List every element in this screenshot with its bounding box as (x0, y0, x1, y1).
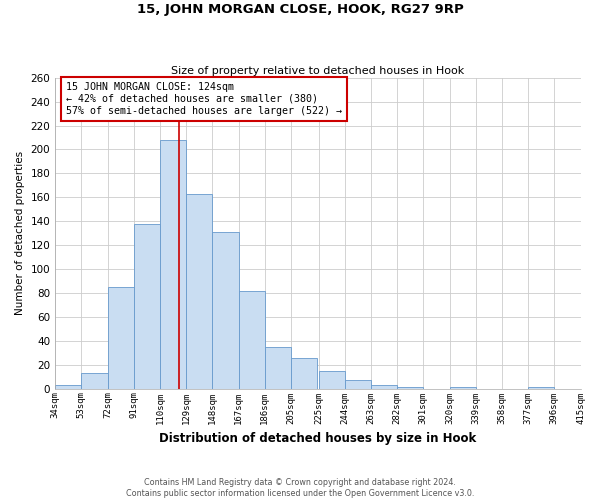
Bar (265, 347, 291, 389)
Bar (134, 224, 160, 388)
Bar (107, 287, 134, 388)
Bar (160, 140, 186, 388)
Text: 15 JOHN MORGAN CLOSE: 124sqm
← 42% of detached houses are smaller (380)
57% of s: 15 JOHN MORGAN CLOSE: 124sqm ← 42% of de… (65, 82, 341, 116)
Text: 15, JOHN MORGAN CLOSE, HOOK, RG27 9RP: 15, JOHN MORGAN CLOSE, HOOK, RG27 9RP (137, 2, 463, 16)
X-axis label: Distribution of detached houses by size in Hook: Distribution of detached houses by size … (159, 432, 476, 445)
Title: Size of property relative to detached houses in Hook: Size of property relative to detached ho… (171, 66, 464, 76)
Bar (291, 358, 317, 388)
Y-axis label: Number of detached properties: Number of detached properties (15, 151, 25, 315)
Bar (186, 194, 212, 388)
Bar (345, 380, 371, 388)
Bar (82, 373, 107, 388)
Bar (371, 385, 397, 388)
Bar (239, 290, 265, 388)
Bar (319, 370, 345, 388)
Text: Contains HM Land Registry data © Crown copyright and database right 2024.
Contai: Contains HM Land Registry data © Crown c… (126, 478, 474, 498)
Bar (212, 232, 239, 388)
Bar (55, 385, 82, 388)
